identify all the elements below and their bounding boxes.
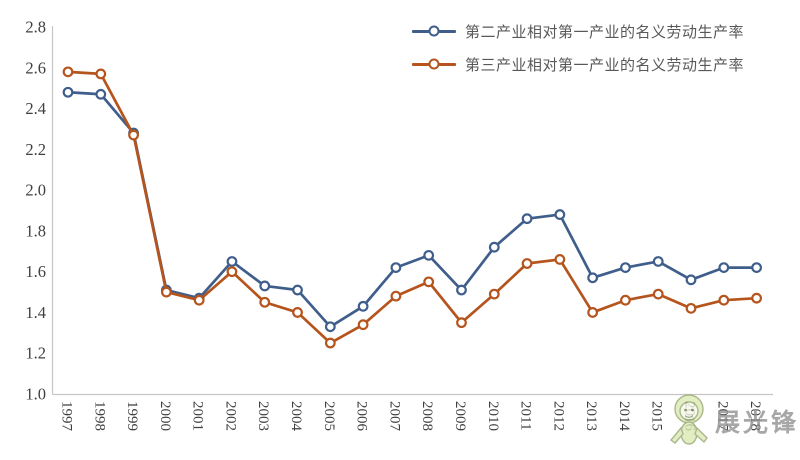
data-point-marker	[62, 66, 74, 78]
x-tick-label: 2001	[190, 401, 206, 431]
x-tick-label: 2010	[485, 401, 501, 431]
x-tick-label: 2002	[222, 401, 238, 431]
data-point-marker	[292, 307, 303, 318]
data-point-marker	[292, 284, 303, 296]
data-point-marker	[456, 317, 467, 329]
data-point-marker	[226, 266, 238, 278]
data-point-marker	[718, 294, 730, 306]
x-tick-label: 2006	[354, 401, 370, 432]
data-point-marker	[521, 258, 533, 269]
data-point-marker	[587, 272, 599, 284]
data-point-marker	[324, 337, 336, 349]
y-tick-label: 1.6	[25, 262, 46, 281]
x-tick-label: 2009	[452, 401, 468, 431]
legend-circle-marker-icon	[428, 25, 440, 37]
y-tick-label: 2.0	[25, 181, 46, 200]
legend-label-secondary-industry: 第二产业相对第一产业的名义劳动生产率	[465, 24, 745, 41]
data-point-marker	[390, 262, 402, 273]
data-point-marker	[357, 300, 369, 312]
x-tick-label: 2012	[550, 401, 566, 431]
x-tick-label: 1998	[91, 401, 107, 431]
data-point-marker	[160, 286, 172, 298]
data-point-marker	[718, 262, 730, 273]
chart-legend: 第二产业相对第一产业的名义劳动生产率 第三产业相对第一产业的名义劳动生产率	[412, 15, 744, 80]
data-point-marker	[587, 307, 599, 318]
data-point-marker	[456, 284, 467, 296]
legend-item-secondary-industry: 第二产业相对第一产业的名义劳动生产率	[412, 15, 744, 47]
watermark: 展光锋	[664, 392, 799, 450]
x-tick-label: 2005	[321, 401, 337, 431]
y-tick-label: 1.2	[25, 344, 46, 363]
data-point-marker	[554, 254, 566, 265]
y-tick-label: 2.4	[25, 99, 46, 118]
data-point-marker	[685, 302, 697, 314]
data-point-marker	[95, 88, 107, 100]
x-tick-label: 2011	[518, 401, 534, 430]
data-point-marker	[652, 288, 664, 300]
x-tick-label: 2007	[386, 401, 402, 432]
data-point-marker	[652, 256, 664, 267]
legend-line-marker-blue	[412, 25, 456, 37]
x-tick-label: 2000	[157, 401, 173, 431]
data-point-marker	[62, 86, 74, 98]
series-line-0	[66, 90, 758, 329]
data-point-marker	[423, 276, 435, 288]
watermark-text: 展光锋	[715, 410, 800, 437]
data-point-marker	[554, 209, 566, 220]
y-tick-label: 1.0	[25, 385, 46, 404]
x-tick-label: 2015	[649, 401, 665, 431]
x-tick-label: 1997	[59, 401, 75, 432]
legend-label-tertiary-industry: 第三产业相对第一产业的名义劳动生产率	[465, 57, 745, 74]
data-point-marker	[521, 213, 533, 225]
x-tick-label: 1999	[124, 401, 140, 431]
y-tick-label: 2.6	[25, 58, 46, 77]
data-point-marker	[620, 262, 631, 273]
cartoon-mascot-icon	[669, 394, 708, 445]
x-tick-label: 2008	[419, 401, 435, 431]
data-point-marker	[488, 241, 500, 253]
data-point-marker	[357, 319, 369, 331]
data-point-marker	[751, 292, 762, 304]
data-point-marker	[390, 290, 402, 302]
x-tick-label: 2014	[616, 401, 632, 432]
data-point-marker	[423, 249, 435, 261]
x-tick-label: 2004	[288, 401, 304, 432]
x-tick-label: 2003	[255, 401, 271, 431]
data-point-marker	[128, 129, 139, 141]
x-tick-label: 2013	[583, 401, 599, 431]
data-point-marker	[488, 288, 500, 300]
data-point-marker	[259, 280, 271, 292]
data-point-marker	[226, 256, 238, 267]
data-point-marker	[259, 296, 271, 308]
data-point-marker	[324, 321, 336, 333]
series-line-1	[66, 70, 758, 345]
data-point-marker	[193, 294, 205, 306]
legend-line-marker-orange	[412, 58, 456, 70]
data-point-marker	[620, 294, 631, 306]
data-point-marker	[751, 262, 762, 273]
y-tick-label: 2.8	[25, 18, 46, 37]
y-tick-label: 1.8	[25, 221, 46, 240]
x-tick-label: 2017	[714, 401, 730, 432]
x-tick-label: 2018	[747, 401, 763, 431]
y-tick-label: 2.2	[25, 140, 46, 159]
legend-circle-marker-icon	[428, 58, 440, 70]
data-point-marker	[685, 274, 697, 286]
legend-item-tertiary-industry: 第三产业相对第一产业的名义劳动生产率	[412, 48, 744, 80]
y-tick-label: 1.4	[25, 303, 46, 322]
data-point-marker	[95, 68, 107, 80]
